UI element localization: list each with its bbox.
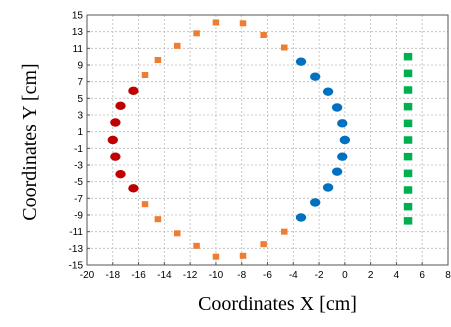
data-point	[331, 167, 343, 176]
x-tick-label: 6	[419, 270, 425, 281]
y-tick-label: -1	[74, 144, 83, 155]
data-point	[141, 201, 149, 208]
data-point	[337, 152, 348, 161]
x-tick-label: -16	[131, 270, 146, 281]
data-point	[310, 198, 321, 207]
y-tick-label: 13	[72, 27, 84, 38]
data-point	[260, 241, 267, 248]
data-point	[239, 20, 247, 27]
x-tick-label: -2	[315, 270, 324, 281]
data-point	[107, 135, 118, 145]
data-point	[141, 72, 149, 78]
x-tick-label: 0	[342, 270, 348, 281]
data-point	[403, 52, 413, 61]
x-tick-label: -4	[289, 270, 298, 281]
y-tick-label: -5	[74, 177, 83, 188]
data-point	[337, 119, 348, 128]
data-point	[260, 32, 267, 38]
data-point	[322, 87, 334, 96]
x-tick-label: -18	[106, 270, 121, 281]
data-point	[174, 42, 181, 49]
x-tick-label: -20	[80, 270, 95, 281]
x-axis-title: Coordinates X [cm]	[198, 293, 357, 315]
data-point	[110, 152, 121, 161]
data-point	[339, 135, 351, 145]
y-tick-label: 11	[73, 44, 84, 55]
data-point	[239, 252, 247, 259]
data-point	[403, 217, 413, 225]
y-tick-label: 7	[77, 77, 83, 88]
data-point	[403, 152, 413, 161]
data-point	[115, 169, 126, 179]
data-point	[128, 184, 139, 193]
data-markers	[107, 19, 413, 260]
data-point	[174, 230, 181, 237]
x-tick-label: -14	[157, 270, 172, 281]
data-point	[403, 102, 413, 111]
y-tick-label: 3	[77, 111, 83, 122]
axis-ticks: -20 -18 -16 -14 -12 -10 -8 -6 -4 -2 0 2 4 6 8-15-13-11…	[69, 11, 451, 282]
data-point	[322, 183, 334, 192]
x-tick-label: -6	[263, 270, 272, 281]
data-point	[281, 44, 288, 51]
data-point	[154, 216, 162, 223]
data-point	[403, 86, 413, 94]
data-point	[403, 169, 413, 178]
y-tick-label: -15	[69, 261, 84, 272]
data-point	[212, 253, 220, 260]
data-point	[110, 118, 121, 127]
y-tick-label: -13	[69, 244, 84, 255]
y-tick-label: 9	[77, 61, 83, 72]
data-point	[331, 103, 343, 112]
data-point	[193, 30, 200, 37]
data-point	[295, 57, 307, 66]
data-point	[403, 119, 413, 128]
y-tick-label: -3	[74, 161, 83, 172]
x-tick-label: 8	[445, 270, 451, 281]
x-tick-label: 2	[368, 270, 374, 281]
x-tick-label: -10	[209, 270, 224, 281]
data-point	[193, 242, 200, 249]
y-tick-label: -9	[74, 211, 83, 222]
data-point	[212, 19, 220, 26]
data-point	[403, 186, 413, 194]
y-tick-label: -7	[74, 194, 83, 205]
data-point	[295, 213, 307, 222]
y-tick-label: 5	[77, 94, 83, 105]
data-point	[154, 57, 162, 63]
x-tick-label: -12	[183, 270, 198, 281]
data-point	[281, 228, 288, 235]
data-point	[115, 101, 126, 111]
x-tick-label: 4	[394, 270, 400, 281]
x-tick-label: -8	[237, 270, 246, 281]
data-point	[310, 72, 321, 81]
data-point	[403, 69, 413, 78]
y-tick-label: 15	[72, 11, 84, 22]
data-point	[403, 136, 413, 144]
y-tick-label: 1	[77, 127, 83, 138]
y-tick-label: -11	[69, 227, 83, 238]
data-point	[128, 86, 139, 96]
grid	[87, 15, 448, 265]
y-axis-title: Coordinates Y [cm]	[19, 63, 41, 220]
data-point	[403, 202, 413, 211]
